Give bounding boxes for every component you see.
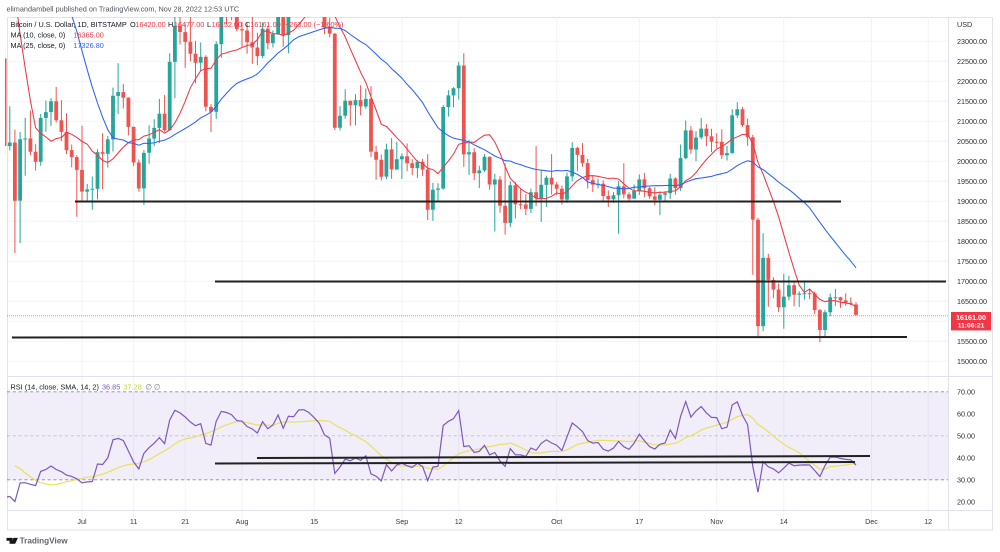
svg-text:22000.00: 22000.00 — [957, 77, 987, 86]
svg-text:16161.00: 16161.00 — [956, 313, 986, 322]
svg-text:19000.00: 19000.00 — [957, 197, 987, 206]
svg-text:15: 15 — [310, 517, 318, 526]
svg-text:15500.00: 15500.00 — [957, 337, 987, 346]
svg-text:USD: USD — [957, 20, 972, 29]
svg-text:14: 14 — [780, 517, 788, 526]
svg-text:70.00: 70.00 — [957, 387, 975, 396]
svg-text:17500.00: 17500.00 — [957, 257, 987, 266]
svg-text:19500.00: 19500.00 — [957, 177, 987, 186]
svg-text:16500.00: 16500.00 — [957, 297, 987, 306]
svg-text:18500.00: 18500.00 — [957, 217, 987, 226]
svg-text:11:06:21: 11:06:21 — [958, 323, 985, 330]
svg-text:Sep: Sep — [396, 517, 409, 526]
svg-text:12: 12 — [455, 517, 463, 526]
svg-text:30.00: 30.00 — [957, 475, 975, 484]
svg-text:TradingView: TradingView — [20, 537, 69, 546]
svg-text:20500.00: 20500.00 — [957, 137, 987, 146]
svg-text:23000.00: 23000.00 — [957, 37, 987, 46]
svg-text:15000.00: 15000.00 — [957, 357, 987, 366]
svg-text:MA (25, close, 0)17326.80: MA (25, close, 0) 17326.80 — [11, 41, 104, 50]
svg-text:MA (10, close, 0)16365.00: MA (10, close, 0) 16365.00 — [11, 31, 104, 40]
svg-text:21000.00: 21000.00 — [957, 117, 987, 126]
svg-text:20.00: 20.00 — [957, 497, 975, 506]
svg-text:Jul: Jul — [77, 517, 87, 526]
svg-text:Aug: Aug — [236, 517, 249, 526]
svg-text:11: 11 — [130, 517, 137, 526]
svg-text:18000.00: 18000.00 — [957, 237, 987, 246]
svg-text:20000.00: 20000.00 — [957, 157, 987, 166]
svg-text:Nov: Nov — [710, 517, 723, 526]
svg-text:elimandambell published on Tra: elimandambell published on TradingView.c… — [7, 4, 240, 13]
svg-text:40.00: 40.00 — [957, 453, 975, 462]
svg-text:Oct: Oct — [551, 517, 562, 526]
svg-text:17000.00: 17000.00 — [957, 277, 987, 286]
svg-text:Bitcoin / U.S. Dollar, 1D, BIT: Bitcoin / U.S. Dollar, 1D, BITSTAMP O1642… — [11, 20, 344, 29]
svg-text:21500.00: 21500.00 — [957, 97, 987, 106]
svg-text:22500.00: 22500.00 — [957, 57, 987, 66]
svg-text:12: 12 — [924, 517, 932, 526]
svg-text:60.00: 60.00 — [957, 409, 975, 418]
svg-text:Dec: Dec — [865, 517, 878, 526]
svg-text:50.00: 50.00 — [957, 431, 975, 440]
svg-text:21: 21 — [181, 517, 189, 526]
svg-text:RSI (14, close, SMA, 14, 2)36.: RSI (14, close, SMA, 14, 2) 36.85 37.28 ∅ ∅ — [11, 383, 161, 392]
svg-text:17: 17 — [635, 517, 643, 526]
